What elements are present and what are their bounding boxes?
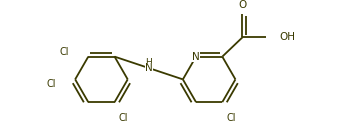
Text: OH: OH [279, 32, 295, 42]
Text: Cl: Cl [46, 79, 56, 89]
Text: Cl: Cl [227, 113, 236, 123]
Text: N: N [145, 63, 153, 73]
Text: Cl: Cl [119, 113, 128, 123]
Text: Cl: Cl [60, 47, 69, 57]
Text: H: H [145, 58, 152, 67]
Text: N: N [192, 52, 200, 62]
Text: O: O [238, 0, 247, 10]
